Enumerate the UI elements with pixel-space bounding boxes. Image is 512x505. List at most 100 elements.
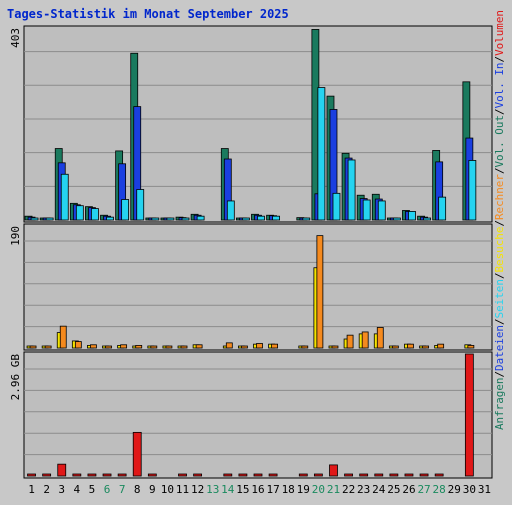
middle-bar-rechner-day-25 bbox=[391, 345, 399, 349]
day-label-25: 25 bbox=[387, 483, 400, 496]
day-label-11: 11 bbox=[176, 483, 189, 496]
bottom-bar-volumen-day-8 bbox=[132, 431, 142, 477]
bottom-bar-volumen-day-21 bbox=[329, 464, 338, 477]
day-label-8: 8 bbox=[134, 483, 141, 496]
top-bar-seiten-day-23 bbox=[362, 199, 371, 221]
top-bar-seiten-day-26 bbox=[408, 211, 416, 221]
day-label-30: 30 bbox=[463, 483, 476, 496]
middle-bar-rechner-day-11 bbox=[180, 345, 188, 349]
day-label-31: 31 bbox=[478, 483, 491, 496]
top-bar-seiten-day-10 bbox=[166, 217, 175, 221]
middle-bar-rechner-day-21 bbox=[331, 345, 339, 349]
day-label-29: 29 bbox=[448, 483, 461, 496]
middle-panel: 190 bbox=[9, 223, 493, 351]
day-label-5: 5 bbox=[89, 483, 96, 496]
middle-bar-rechner-day-30 bbox=[467, 345, 475, 349]
day-label-3: 3 bbox=[58, 483, 65, 496]
day-label-16: 16 bbox=[251, 483, 264, 496]
legend-segment-4: Seiten bbox=[493, 279, 506, 318]
bottom-bar-volumen-day-17 bbox=[268, 473, 278, 477]
legend-segment-11: / bbox=[493, 108, 506, 115]
right-legend: Anfragen/Dateien/Seiten/Besuche/Rechner/… bbox=[493, 10, 506, 430]
chart-title: Tages-Statistik im Monat September 2025 bbox=[7, 7, 289, 21]
top-bar-seiten-day-4 bbox=[75, 205, 84, 221]
middle-bar-rechner-day-24 bbox=[376, 327, 384, 349]
middle-bar-rechner-day-22 bbox=[346, 334, 354, 349]
legend-segment-1: / bbox=[493, 371, 506, 378]
top-bar-seiten-day-2 bbox=[45, 217, 54, 221]
middle-bar-rechner-day-19 bbox=[301, 345, 309, 349]
top-bar-seiten-day-9 bbox=[151, 217, 160, 221]
top-bar-seiten-day-20 bbox=[317, 87, 326, 221]
top-bar-seiten-day-5 bbox=[91, 208, 99, 221]
day-label-18: 18 bbox=[282, 483, 295, 496]
day-label-9: 9 bbox=[149, 483, 156, 496]
day-label-24: 24 bbox=[372, 483, 386, 496]
top-bar-seiten-day-7 bbox=[121, 199, 130, 221]
top-panel-frame bbox=[23, 25, 493, 223]
top-ymax-label: 403 bbox=[9, 28, 22, 48]
middle-bar-rechner-day-1 bbox=[29, 345, 37, 349]
middle-bar-rechner-day-20 bbox=[316, 235, 324, 349]
middle-bar-rechner-day-7 bbox=[120, 344, 128, 349]
day-label-20: 20 bbox=[312, 483, 325, 496]
top-bar-seiten-day-1 bbox=[30, 217, 39, 221]
top-panel: 403 bbox=[9, 25, 493, 223]
bottom-bar-volumen-day-30 bbox=[464, 353, 474, 477]
bottom-bar-volumen-day-25 bbox=[389, 473, 399, 477]
bottom-bar-volumen-day-19 bbox=[298, 473, 308, 477]
day-label-7: 7 bbox=[119, 483, 126, 496]
bottom-bar-volumen-day-15 bbox=[238, 473, 248, 477]
day-label-4: 4 bbox=[74, 483, 81, 496]
legend-segment-8: Rechner bbox=[493, 174, 506, 220]
middle-bar-rechner-day-15 bbox=[241, 345, 248, 349]
day-label-13: 13 bbox=[206, 483, 219, 496]
middle-bar-rechner-day-10 bbox=[165, 345, 173, 349]
middle-bar-rechner-day-6 bbox=[105, 345, 112, 349]
top-bar-seiten-day-11 bbox=[181, 217, 190, 221]
middle-bar-rechner-day-26 bbox=[407, 343, 414, 349]
day-label-28: 28 bbox=[433, 483, 446, 496]
top-bar-seiten-day-25 bbox=[392, 217, 401, 221]
bottom-bar-volumen-day-12 bbox=[193, 473, 203, 477]
top-bar-seiten-day-17 bbox=[272, 215, 280, 221]
bottom-ymax-label: 2.96 GB bbox=[9, 354, 22, 401]
day-label-6: 6 bbox=[104, 483, 111, 496]
bottom-bar-volumen-day-22 bbox=[344, 473, 353, 477]
legend-segment-2: Dateien bbox=[493, 325, 506, 371]
bottom-bar-volumen-day-9 bbox=[147, 473, 157, 477]
bottom-bar-volumen-day-24 bbox=[374, 473, 384, 477]
bottom-bar-volumen-day-3 bbox=[57, 463, 67, 477]
day-label-17: 17 bbox=[266, 483, 279, 496]
bottom-bar-volumen-day-4 bbox=[72, 473, 82, 477]
middle-bar-rechner-day-28 bbox=[437, 343, 445, 349]
middle-bar-rechner-day-9 bbox=[150, 345, 158, 349]
top-bar-seiten-day-8 bbox=[136, 189, 145, 221]
bottom-bar-volumen-day-20 bbox=[313, 473, 323, 477]
bottom-bar-volumen-day-14 bbox=[223, 473, 233, 477]
bottom-bar-volumen-day-5 bbox=[87, 473, 97, 477]
bottom-bar-volumen-day-27 bbox=[419, 473, 429, 477]
top-bar-seiten-day-12 bbox=[196, 215, 205, 221]
day-label-14: 14 bbox=[221, 483, 235, 496]
day-axis-labels: 1 2 3 4 5 6 7 8 9 10 11 12 13 14 15 16 17 18 19 20 21 22 23 24 2… bbox=[28, 483, 491, 496]
middle-panel-frame bbox=[23, 223, 493, 351]
day-label-19: 19 bbox=[297, 483, 310, 496]
bottom-bar-volumen-day-28 bbox=[434, 473, 444, 477]
day-label-10: 10 bbox=[161, 483, 174, 496]
middle-bar-rechner-day-3 bbox=[59, 325, 67, 349]
bottom-bar-volumen-day-1 bbox=[27, 473, 36, 477]
day-label-15: 15 bbox=[236, 483, 249, 496]
legend-segment-9: / bbox=[493, 167, 506, 174]
bottom-bar-volumen-day-7 bbox=[117, 473, 127, 477]
legend-segment-12: Vol. In bbox=[493, 62, 506, 108]
middle-ymax-label: 190 bbox=[9, 226, 22, 246]
bottom-bar-volumen-day-26 bbox=[404, 473, 414, 477]
top-bar-seiten-day-21 bbox=[332, 192, 341, 221]
middle-bar-rechner-day-5 bbox=[90, 344, 97, 349]
top-bar-seiten-day-14 bbox=[226, 200, 235, 221]
middle-bar-rechner-day-27 bbox=[422, 345, 429, 349]
top-bar-seiten-day-3 bbox=[60, 173, 69, 221]
